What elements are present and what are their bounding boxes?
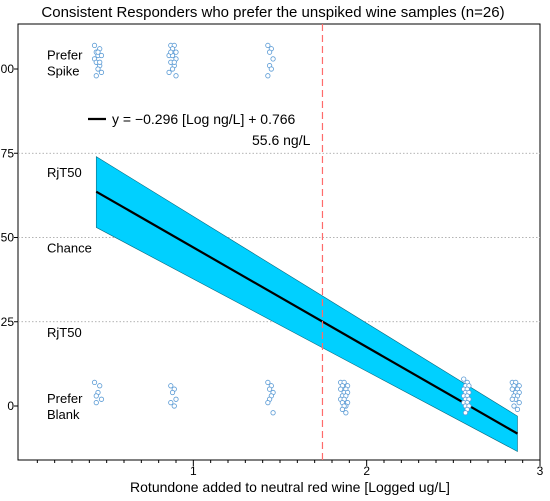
data-point [166,69,172,75]
data-point [169,66,176,72]
chart-title: Consistent Responders who prefer the uns… [41,4,504,21]
data-point [338,386,344,392]
data-point [339,406,345,412]
confidence-band [95,156,518,452]
data-point [265,73,271,79]
data-point [265,379,271,386]
data-point [168,49,174,55]
y-tick-label: 0.25 [0,315,14,329]
data-point [93,400,99,406]
region-label: Prefer [47,391,83,406]
data-point [516,400,522,406]
data-point [173,396,179,402]
data-point [93,73,99,79]
threshold-label: 55.6 ng/L [252,132,311,148]
x-tick-label: 1 [190,464,197,478]
plot-frame [17,23,541,461]
data-point [509,386,515,392]
region-label: RjT50 [47,165,82,180]
data-point [91,42,98,49]
data-point [91,379,98,386]
data-point [98,52,105,59]
y-tick-label: 0.75 [0,146,14,160]
region-label: Prefer [47,47,83,62]
region-label: Spike [47,63,80,78]
fit-line [95,190,519,435]
data-point [168,400,174,406]
data-point [97,383,103,389]
data-point [173,49,179,55]
data-point [95,66,101,72]
data-point [511,403,517,409]
data-point [171,59,177,65]
x-tick-label: 2 [363,464,370,478]
region-label: RjT50 [47,325,82,340]
x-axis-label: Rotundone added to neutral red wine [Log… [130,479,450,495]
data-point [98,69,105,75]
data-point [461,376,467,382]
data-point [514,406,521,412]
data-point [171,403,177,409]
data-point [93,393,99,399]
data-point [462,410,469,416]
region-label: Blank [47,407,80,422]
data-point [268,66,274,72]
data-point [270,56,276,62]
data-point [265,42,271,49]
data-point [168,383,174,389]
fit-equation: y = −0.296 [Log ng/L] + 0.766 [112,111,296,127]
y-tick-label: 0.50 [0,231,14,245]
x-tick-label: 3 [537,464,544,478]
data-point [265,400,271,406]
data-point [169,389,176,396]
data-point [266,49,273,55]
y-tick-label: 0 [7,399,14,413]
data-point [95,49,101,55]
y-tick-label: 1.00 [0,62,14,76]
plot-area: 00.250.500.751.00123PreferSpikeRjT50Chan… [0,23,544,478]
data-point [270,410,276,416]
data-point [173,73,179,79]
data-point [509,396,515,402]
data-point [343,410,349,416]
data-point [97,59,103,65]
data-point [98,396,105,402]
data-point [266,386,273,392]
region-label: Chance [47,241,92,256]
